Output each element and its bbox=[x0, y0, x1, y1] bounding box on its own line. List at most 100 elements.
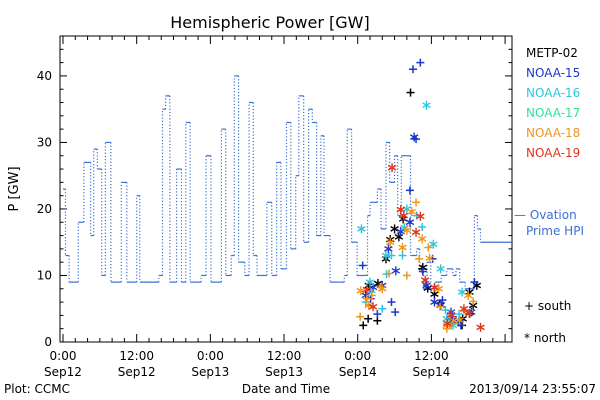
plot-area: 0 10 20 30 40 0:00 Sep12 12:00 Sep12 0:00 Sep13 12… bbox=[37, 35, 513, 379]
noaa-15-north-marker bbox=[384, 244, 393, 254]
noaa-18-north-marker-arm bbox=[386, 239, 395, 246]
x-tick-label: 12:00 bbox=[119, 349, 154, 363]
noaa-16-south-marker bbox=[441, 306, 450, 315]
noaa-16-south-marker bbox=[387, 251, 396, 260]
noaa-16-south-marker bbox=[418, 222, 427, 231]
chart-title: Hemispheric Power [GW] bbox=[170, 13, 369, 32]
noaa-19-north-marker bbox=[459, 304, 469, 314]
noaa-19-north-marker-arm bbox=[459, 305, 469, 312]
noaa-16-north-marker bbox=[357, 224, 366, 234]
noaa-19-north-marker-arm bbox=[399, 212, 409, 219]
noaa-15-north-marker-arm bbox=[422, 282, 431, 289]
noaa-15-south-marker bbox=[416, 58, 425, 67]
noaa-18-south-marker bbox=[362, 294, 371, 303]
noaa-18-north-marker bbox=[364, 300, 374, 310]
noaa-19-north-marker bbox=[368, 302, 378, 312]
metp-02-north-marker-arm bbox=[394, 234, 404, 240]
x-tick-label: 12:00 bbox=[267, 349, 302, 363]
noaa-18-north-marker-arm bbox=[425, 255, 434, 262]
noaa-16-north-marker bbox=[422, 100, 431, 110]
noaa-15-north-marker-arm bbox=[391, 267, 401, 274]
noaa-19-north-marker bbox=[399, 211, 409, 221]
noaa-15-south-marker bbox=[405, 186, 414, 195]
observation-markers bbox=[356, 58, 485, 333]
noaa-16-north-marker-arm bbox=[422, 102, 431, 109]
noaa-16-south-marker bbox=[398, 251, 407, 260]
noaa-16-north-marker bbox=[428, 239, 438, 249]
noaa-19-north-marker bbox=[443, 318, 452, 328]
noaa-16-north-marker bbox=[381, 251, 391, 261]
y-tick-label: 30 bbox=[37, 135, 52, 149]
x-tick-label: 0:00 bbox=[50, 349, 77, 363]
noaa-18-north-marker-arm bbox=[407, 208, 416, 215]
y-tick-label: 0 bbox=[44, 335, 52, 349]
x-tick-date-label: Sep14 bbox=[412, 365, 450, 379]
noaa-18-north-marker-arm bbox=[417, 236, 427, 242]
x-tick-date-label: Sep12 bbox=[118, 365, 156, 379]
noaa-18-north-marker bbox=[402, 225, 412, 235]
noaa-19-north-marker bbox=[416, 211, 425, 221]
noaa-16-south-marker bbox=[378, 304, 387, 313]
noaa-19-north-marker bbox=[362, 284, 372, 294]
footer-credit: Plot: CCMC bbox=[4, 382, 70, 396]
noaa-15-south-marker bbox=[470, 278, 479, 287]
noaa-18-north-marker-arm bbox=[378, 285, 387, 292]
noaa-15-north-marker-arm bbox=[409, 134, 419, 140]
metp-02-north-marker bbox=[390, 224, 399, 234]
noaa-18-north-marker bbox=[434, 284, 444, 294]
legend: METP-02 NOAA-15 NOAA-16 NOAA-17 NOAA-18 NOAA-… bbox=[514, 46, 584, 345]
noaa-15-south-marker bbox=[408, 65, 417, 74]
noaa-15-south-marker bbox=[358, 261, 367, 270]
noaa-19-north-marker-arm bbox=[430, 284, 439, 291]
x-tick-date-label: Sep12 bbox=[44, 365, 82, 379]
noaa-18-south-marker bbox=[356, 312, 365, 321]
noaa-18-north-marker-arm bbox=[402, 227, 412, 234]
noaa-16-north-marker-arm bbox=[365, 279, 375, 285]
noaa-18-north-marker bbox=[398, 243, 407, 253]
plot-frame bbox=[59, 35, 513, 343]
noaa-18-south-marker bbox=[469, 297, 478, 306]
noaa-19-north-marker bbox=[430, 282, 439, 292]
noaa-15-north-marker bbox=[391, 266, 401, 276]
noaa-18-north-marker-arm bbox=[364, 302, 374, 309]
legend-ovation-2: Prime HPI bbox=[526, 224, 584, 238]
x-tick-label: 0:00 bbox=[344, 349, 371, 363]
noaa-18-north-marker-arm bbox=[463, 292, 473, 299]
ovation-series bbox=[63, 75, 512, 290]
noaa-15-south-marker bbox=[373, 310, 382, 319]
noaa-19-north-marker-arm bbox=[446, 311, 456, 318]
legend-ovation: — Ovation bbox=[514, 208, 577, 222]
legend-item-noaa-19: NOAA-19 bbox=[526, 146, 580, 160]
noaa-18-north-marker bbox=[407, 207, 416, 217]
noaa-15-north-marker-arm bbox=[384, 246, 393, 252]
noaa-18-south-marker bbox=[435, 302, 444, 311]
y-tick-label: 20 bbox=[37, 202, 52, 216]
legend-item-noaa-16: NOAA-16 bbox=[526, 86, 580, 100]
metp-02-north-marker-arm bbox=[390, 226, 399, 232]
noaa-16-north-marker-arm bbox=[428, 241, 438, 248]
noaa-19-north-marker-arm bbox=[465, 310, 474, 317]
x-axis: 0:00 Sep12 12:00 Sep12 0:00 Sep13 12:00 Sep13 0:… bbox=[44, 36, 506, 379]
x-axis-label: Date and Time bbox=[242, 382, 330, 396]
noaa-19-north-marker-arm bbox=[411, 229, 421, 236]
metp-02-south-marker bbox=[359, 321, 368, 330]
noaa-16-north-marker-arm bbox=[436, 265, 445, 272]
noaa-18-south-marker bbox=[385, 269, 394, 278]
noaa-15-south-marker bbox=[418, 267, 427, 276]
noaa-19-north-marker bbox=[476, 322, 485, 332]
noaa-18-north-marker bbox=[386, 237, 395, 247]
y-tick-label: 10 bbox=[37, 268, 52, 282]
noaa-16-north-marker bbox=[365, 277, 375, 287]
noaa-19-north-marker-arm bbox=[476, 324, 485, 331]
x-tick-date-label: Sep14 bbox=[339, 365, 377, 379]
legend-item-noaa-18: NOAA-18 bbox=[526, 126, 580, 140]
noaa-16-north-marker-arm bbox=[357, 226, 366, 232]
noaa-15-north-marker bbox=[409, 132, 419, 142]
metp-02-south-marker bbox=[364, 314, 373, 323]
noaa-19-north-marker-arm bbox=[416, 213, 425, 220]
legend-item-noaa-15: NOAA-15 bbox=[526, 66, 580, 80]
noaa-19-north-marker-arm bbox=[362, 286, 372, 293]
metp-02-north-marker bbox=[394, 232, 404, 242]
x-tick-date-label: Sep13 bbox=[265, 365, 303, 379]
